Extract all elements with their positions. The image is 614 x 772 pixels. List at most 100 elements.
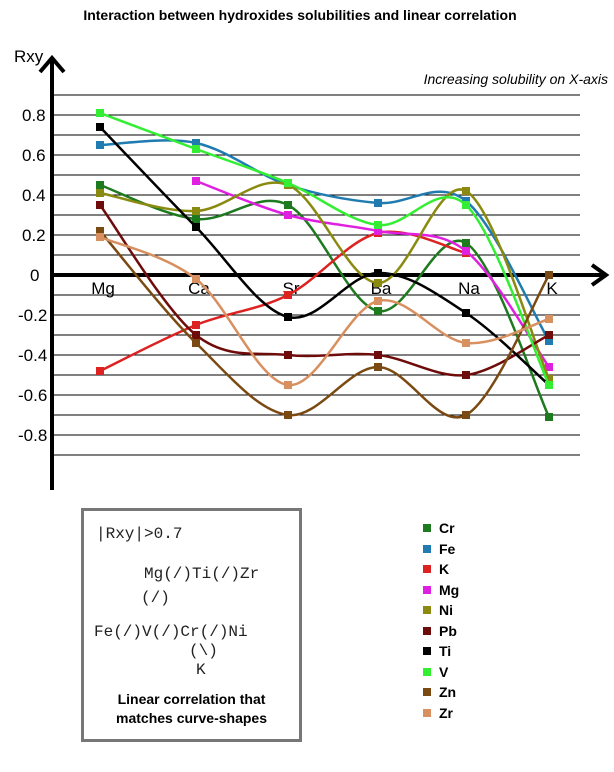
y-tick-label: 0 (30, 266, 39, 285)
relation-line-5: K (196, 661, 206, 679)
data-point-zr (462, 339, 470, 347)
legend-swatch (423, 606, 431, 614)
legend-label: Zn (439, 684, 457, 700)
x-category-label: Mg (91, 279, 115, 298)
legend-label: Mg (439, 581, 460, 598)
legend-label: V (439, 663, 449, 680)
legend-swatch (423, 708, 431, 717)
legend-item-cr: Cr (423, 520, 455, 536)
data-point-ni (374, 279, 382, 287)
x-category-label: Ca (188, 279, 210, 298)
data-point-cr (96, 181, 104, 189)
data-point-zr (545, 315, 553, 323)
annotation: Increasing solubility on X-axis (424, 71, 608, 87)
data-point-zr (96, 233, 104, 241)
x-axis-arrow (590, 263, 610, 287)
threshold-text: |Rxy|>0.7 (96, 525, 183, 543)
legend-item-ti: Ti (423, 643, 451, 659)
legend-label: K (439, 561, 450, 577)
data-point-pb (96, 201, 104, 209)
data-point-zn (96, 227, 104, 235)
relation-line-1: Mg(/)Ti(/)Zr (144, 565, 260, 583)
data-point-ni (545, 375, 553, 383)
legend-label: Ti (439, 643, 452, 659)
data-point-zn (462, 411, 470, 419)
y-tick-label: -0.6 (18, 386, 47, 405)
data-point-ti (96, 123, 104, 131)
data-point-mg (462, 247, 470, 255)
data-point-fe (374, 199, 382, 207)
y-tick-label: -0.8 (18, 426, 47, 445)
legend-label: Ni (439, 602, 453, 618)
data-point-fe (96, 141, 104, 149)
series-line-ti (99, 126, 550, 386)
info-box: |Rxy|>0.7 Mg(/)Ti(/)Zr (/) Fe(/)V(/)Cr(/… (81, 508, 302, 742)
y-tick-label: -0.2 (18, 306, 47, 325)
legend-swatch (423, 565, 431, 573)
data-point-pb (462, 371, 470, 379)
data-point-cr (545, 413, 553, 421)
data-point-ti (284, 313, 292, 321)
legend-item-mg: Mg (423, 582, 459, 598)
legend-item-ni: Ni (423, 602, 453, 618)
data-point-k (192, 321, 200, 329)
data-point-ni (462, 187, 470, 195)
data-point-v (374, 221, 382, 229)
data-point-v (545, 381, 553, 389)
data-point-cr (374, 307, 382, 315)
legend-item-k: K (423, 561, 449, 577)
y-tick-label: 0.8 (22, 106, 46, 125)
relation-line-3: Fe(/)V(/)Cr(/)Ni (94, 623, 248, 641)
legend-swatch (423, 544, 431, 553)
data-point-ti (192, 223, 200, 231)
data-point-pb (192, 331, 200, 339)
data-point-fe (192, 139, 200, 147)
legend-label: Pb (439, 622, 457, 639)
legend-swatch (423, 667, 431, 676)
legend-label: Zr (439, 704, 453, 721)
y-tick-label: -0.4 (18, 346, 47, 365)
x-category-label: K (546, 279, 558, 298)
y-tick-label: 0.4 (22, 186, 46, 205)
chart-title: Interaction between hydroxides solubilit… (83, 7, 516, 23)
data-point-v (284, 179, 292, 187)
legend-item-v: V (423, 664, 448, 680)
data-point-pb (284, 351, 292, 359)
series-line-zn (99, 230, 551, 419)
caption-line-1: Linear correlation that (117, 691, 266, 707)
legend-label: Fe (439, 540, 456, 557)
data-point-pb (545, 331, 553, 339)
series-line-pb (98, 204, 550, 377)
data-point-ti (462, 309, 470, 317)
legend-label: Cr (439, 520, 455, 536)
legend-swatch (423, 626, 431, 635)
data-point-zn (545, 271, 553, 279)
relation-line-2: (/) (141, 589, 170, 607)
data-point-mg (545, 363, 553, 371)
data-point-pb (374, 351, 382, 359)
data-point-zr (374, 297, 382, 305)
data-point-zr (284, 381, 292, 389)
data-point-v (96, 109, 104, 117)
data-point-cr (284, 201, 292, 209)
data-point-zn (192, 339, 200, 347)
data-point-cr (462, 239, 470, 247)
y-tick-label: 0.6 (22, 146, 46, 165)
data-point-ni (192, 207, 200, 215)
legend-swatch (423, 688, 431, 696)
data-point-fe (545, 337, 553, 345)
data-point-mg (192, 177, 200, 185)
relation-line-4: (\) (189, 642, 218, 660)
data-point-k (96, 367, 104, 375)
y-tick-label: 0.2 (22, 226, 46, 245)
legend-item-fe: Fe (423, 541, 455, 557)
data-point-cr (192, 215, 200, 223)
legend-swatch (423, 524, 431, 532)
legend-item-zn: Zn (423, 684, 456, 700)
series-line-mg (195, 179, 551, 368)
legend-item-pb: Pb (423, 623, 457, 639)
legend-swatch (423, 647, 431, 655)
data-point-v (192, 145, 200, 153)
